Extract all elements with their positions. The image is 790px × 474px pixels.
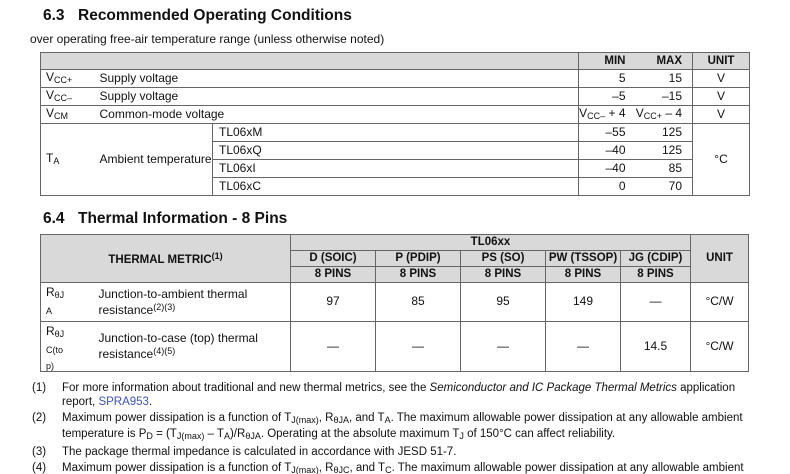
recommended-operating-conditions-table: MIN MAX UNIT VCC+ Supply voltage 5 15 V …	[40, 52, 750, 196]
section-64-heading: 6.4 Thermal Information - 8 Pins	[43, 210, 790, 228]
section-63-subtitle: over operating free-air temperature rang…	[30, 32, 385, 46]
table-row: TL06xI –40 85	[41, 159, 750, 178]
symbol-cell: VCC+	[40, 69, 94, 88]
table-row: RθJ A Junction-to-ambient thermal resista…	[40, 282, 749, 322]
pins-header: 8 PINS	[545, 266, 621, 283]
footnote-text: For more information about traditional a…	[62, 382, 736, 409]
unit-cell: °C	[692, 123, 750, 196]
max-cell: VCC+ – 4	[635, 105, 693, 124]
roc-header-row: MIN MAX UNIT	[40, 52, 750, 70]
metric-cell: Junction-to-ambient thermal resistance(2…	[92, 282, 291, 322]
thermal-header-row-group: THERMAL METRIC(1) TL06xx UNIT	[40, 234, 749, 283]
pins-header: 8 PINS	[620, 266, 691, 283]
max-cell: –15	[635, 87, 693, 106]
value-cell: —	[290, 320, 376, 373]
min-cell: –5	[578, 87, 636, 106]
parameter-cell: Common-mode voltage	[93, 105, 579, 124]
symbol-cell: TA	[40, 123, 94, 196]
value-cell: —	[460, 320, 546, 373]
pins-header: 8 PINS	[460, 266, 546, 283]
footnote-text: Maximum power dissipation is a function …	[62, 412, 743, 442]
footnote-number: (1)	[32, 382, 47, 395]
value-cell: —	[545, 320, 621, 373]
max-cell: 70	[635, 177, 693, 196]
package-header: D (SOIC)	[290, 250, 376, 267]
roc-header-min: MIN	[578, 52, 636, 70]
value-cell: 149	[545, 282, 621, 322]
unit-cell: °C/W	[690, 282, 749, 322]
footnote-1: (1) For more information about tradition…	[32, 381, 744, 409]
pins-header: 8 PINS	[375, 266, 461, 283]
device-group-header: TL06xx	[290, 234, 691, 251]
package-header: JG (CDIP)	[620, 250, 691, 267]
device-cell: TL06xM	[212, 123, 579, 142]
footnote-4: (4) Maximum power dissipation is a funct…	[32, 461, 744, 474]
value-cell: 97	[290, 282, 376, 322]
table-row: TL06xC 0 70	[41, 177, 750, 196]
section-63-number: 6.3	[43, 7, 65, 24]
min-cell: 5	[578, 69, 636, 88]
footnote-number: (2)	[32, 412, 47, 425]
footnote-number: (3)	[32, 446, 47, 459]
device-cell: TL06xI	[212, 159, 579, 178]
symbol-cell: VCM	[40, 105, 94, 124]
table-row: TA Ambient temperature TL06xM –55 125 °C	[40, 123, 750, 196]
min-cell: –40	[578, 141, 636, 160]
max-cell: 85	[635, 159, 693, 178]
max-cell: 125	[635, 141, 693, 160]
footnotes: (1) For more information about tradition…	[32, 381, 744, 474]
footnote-number: (4)	[32, 462, 47, 474]
device-cell: TL06xC	[212, 177, 579, 196]
symbol-cell: RθJ C(to p)	[40, 320, 93, 373]
value-cell: 85	[375, 282, 461, 322]
unit-cell: V	[692, 87, 750, 106]
thermal-header-row-pins: 8 PINS 8 PINS 8 PINS 8 PINS 8 PINS	[41, 266, 749, 283]
table-row: VCC+ Supply voltage 5 15 V	[40, 69, 750, 88]
device-cell: TL06xQ	[212, 141, 579, 160]
table-row: RθJ C(to p) Junction-to-case (top) thermal…	[40, 320, 749, 373]
unit-cell: V	[692, 105, 750, 124]
footnote-2: (2) Maximum power dissipation is a funct…	[32, 411, 744, 443]
value-cell: —	[375, 320, 461, 373]
roc-header-max: MAX	[635, 52, 693, 70]
parameter-cell: Supply voltage	[93, 87, 579, 106]
parameter-cell: Supply voltage	[93, 69, 579, 88]
section-63-heading: 6.3 Recommended Operating Conditions	[43, 7, 790, 25]
section-64-number: 6.4	[43, 210, 65, 227]
package-header: P (PDIP)	[375, 250, 461, 267]
value-cell: —	[620, 282, 691, 322]
roc-header-empty	[40, 52, 579, 70]
max-cell: 125	[635, 123, 693, 142]
section-63-title: Recommended Operating Conditions	[78, 7, 352, 24]
min-cell: 0	[578, 177, 636, 196]
unit-header: UNIT	[690, 234, 749, 283]
value-cell: 14.5	[620, 320, 691, 373]
table-row: VCC– Supply voltage –5 –15 V	[40, 87, 750, 106]
metric-cell: Junction-to-case (top) thermal resistanc…	[92, 320, 291, 373]
min-cell: –40	[578, 159, 636, 178]
thermal-metric-header: THERMAL METRIC(1)	[40, 234, 291, 283]
footnote-text: Maximum power dissipation is a function …	[62, 462, 744, 474]
value-cell: 95	[460, 282, 546, 322]
min-cell: –55	[578, 123, 636, 142]
max-cell: 15	[635, 69, 693, 88]
symbol-cell: VCC–	[40, 87, 94, 106]
link-spra953[interactable]: SPRA953	[98, 396, 149, 409]
package-header: PW (TSSOP)	[545, 250, 621, 267]
unit-cell: °C/W	[690, 320, 749, 373]
footnote-text: The package thermal impedance is calcula…	[62, 446, 457, 459]
section-64-title: Thermal Information - 8 Pins	[78, 210, 288, 227]
table-row: VCM Common-mode voltage VCC– + 4 VCC+ – …	[40, 105, 750, 124]
package-header: PS (SO)	[460, 250, 546, 267]
symbol-cell: RθJ A	[40, 282, 93, 322]
unit-cell: V	[692, 69, 750, 88]
roc-header-unit: UNIT	[692, 52, 750, 70]
parameter-cell: Ambient temperature	[93, 123, 213, 196]
thermal-information-table: THERMAL METRIC(1) TL06xx UNIT D (SOIC) P…	[40, 234, 749, 373]
pins-header: 8 PINS	[290, 266, 376, 283]
min-cell: VCC– + 4	[578, 105, 636, 124]
footnote-3: (3) The package thermal impedance is cal…	[32, 445, 744, 459]
